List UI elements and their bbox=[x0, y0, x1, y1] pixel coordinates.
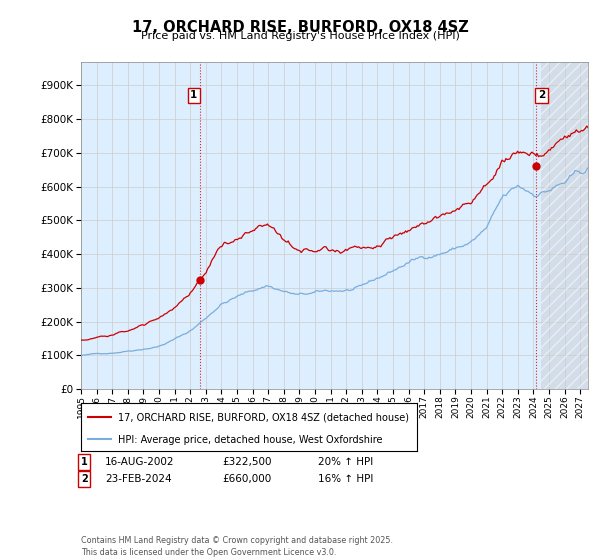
Text: 23-FEB-2024: 23-FEB-2024 bbox=[105, 474, 172, 484]
Text: 2: 2 bbox=[81, 474, 88, 484]
Text: £322,500: £322,500 bbox=[222, 457, 271, 467]
Text: HPI: Average price, detached house, West Oxfordshire: HPI: Average price, detached house, West… bbox=[118, 435, 382, 445]
Bar bbox=[541, 62, 588, 389]
Text: £660,000: £660,000 bbox=[222, 474, 271, 484]
Text: Contains HM Land Registry data © Crown copyright and database right 2025.
This d: Contains HM Land Registry data © Crown c… bbox=[81, 536, 393, 557]
Text: 2: 2 bbox=[538, 90, 545, 100]
Text: 20% ↑ HPI: 20% ↑ HPI bbox=[318, 457, 373, 467]
Text: 16% ↑ HPI: 16% ↑ HPI bbox=[318, 474, 373, 484]
Bar bbox=[541, 62, 588, 389]
Text: 1: 1 bbox=[190, 90, 197, 100]
Text: 17, ORCHARD RISE, BURFORD, OX18 4SZ (detached house): 17, ORCHARD RISE, BURFORD, OX18 4SZ (det… bbox=[118, 413, 409, 422]
Text: 16-AUG-2002: 16-AUG-2002 bbox=[105, 457, 175, 467]
Text: 17, ORCHARD RISE, BURFORD, OX18 4SZ: 17, ORCHARD RISE, BURFORD, OX18 4SZ bbox=[131, 20, 469, 35]
Text: Price paid vs. HM Land Registry's House Price Index (HPI): Price paid vs. HM Land Registry's House … bbox=[140, 31, 460, 41]
Text: 1: 1 bbox=[81, 457, 88, 467]
